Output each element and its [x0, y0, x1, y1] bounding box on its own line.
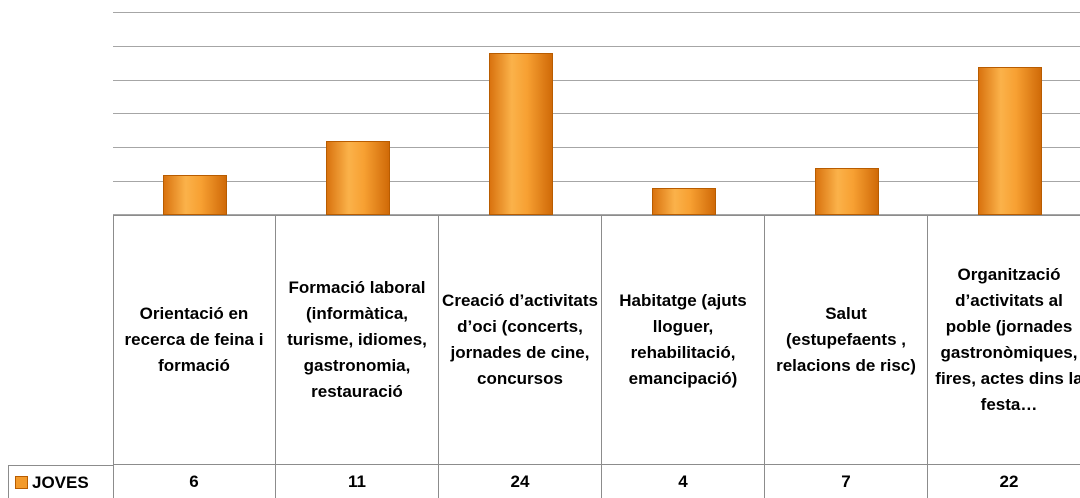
legend-swatch [15, 476, 28, 489]
bar [325, 140, 390, 215]
value-cell: 6 [113, 465, 276, 498]
category-label: Habitatge (ajuts lloguer, rehabilitació,… [602, 215, 765, 465]
category-label: Orientació en recerca de feina i formaci… [113, 215, 276, 465]
grid-line [113, 79, 1080, 81]
grid-line [113, 180, 1080, 182]
grid-line [113, 45, 1080, 47]
bar [651, 188, 716, 215]
table-border [113, 215, 114, 498]
bar [488, 53, 553, 215]
category-label: Salut (estupefaents , relacions de risc) [765, 215, 928, 465]
value-cell: 24 [439, 465, 602, 498]
value-cell: 4 [602, 465, 765, 498]
value-cell: 7 [765, 465, 928, 498]
bar [814, 167, 879, 215]
legend-label: JOVES [32, 472, 89, 492]
grid-line [113, 113, 1080, 115]
table-border [113, 215, 1080, 216]
legend: JOVES [8, 465, 114, 498]
category-label: Creació d’activitats d’oci (concerts, jo… [439, 215, 602, 465]
value-cell: 22 [928, 465, 1080, 498]
bar [162, 174, 227, 215]
value-cell: 11 [276, 465, 439, 498]
category-label: Formació laboral (informàtica, turisme, … [276, 215, 439, 465]
grid-line [113, 12, 1080, 14]
bar [977, 66, 1042, 215]
grid-line [113, 214, 1080, 216]
category-label: Organització d’activitats al poble (jorn… [928, 215, 1080, 465]
grid-line [113, 146, 1080, 148]
